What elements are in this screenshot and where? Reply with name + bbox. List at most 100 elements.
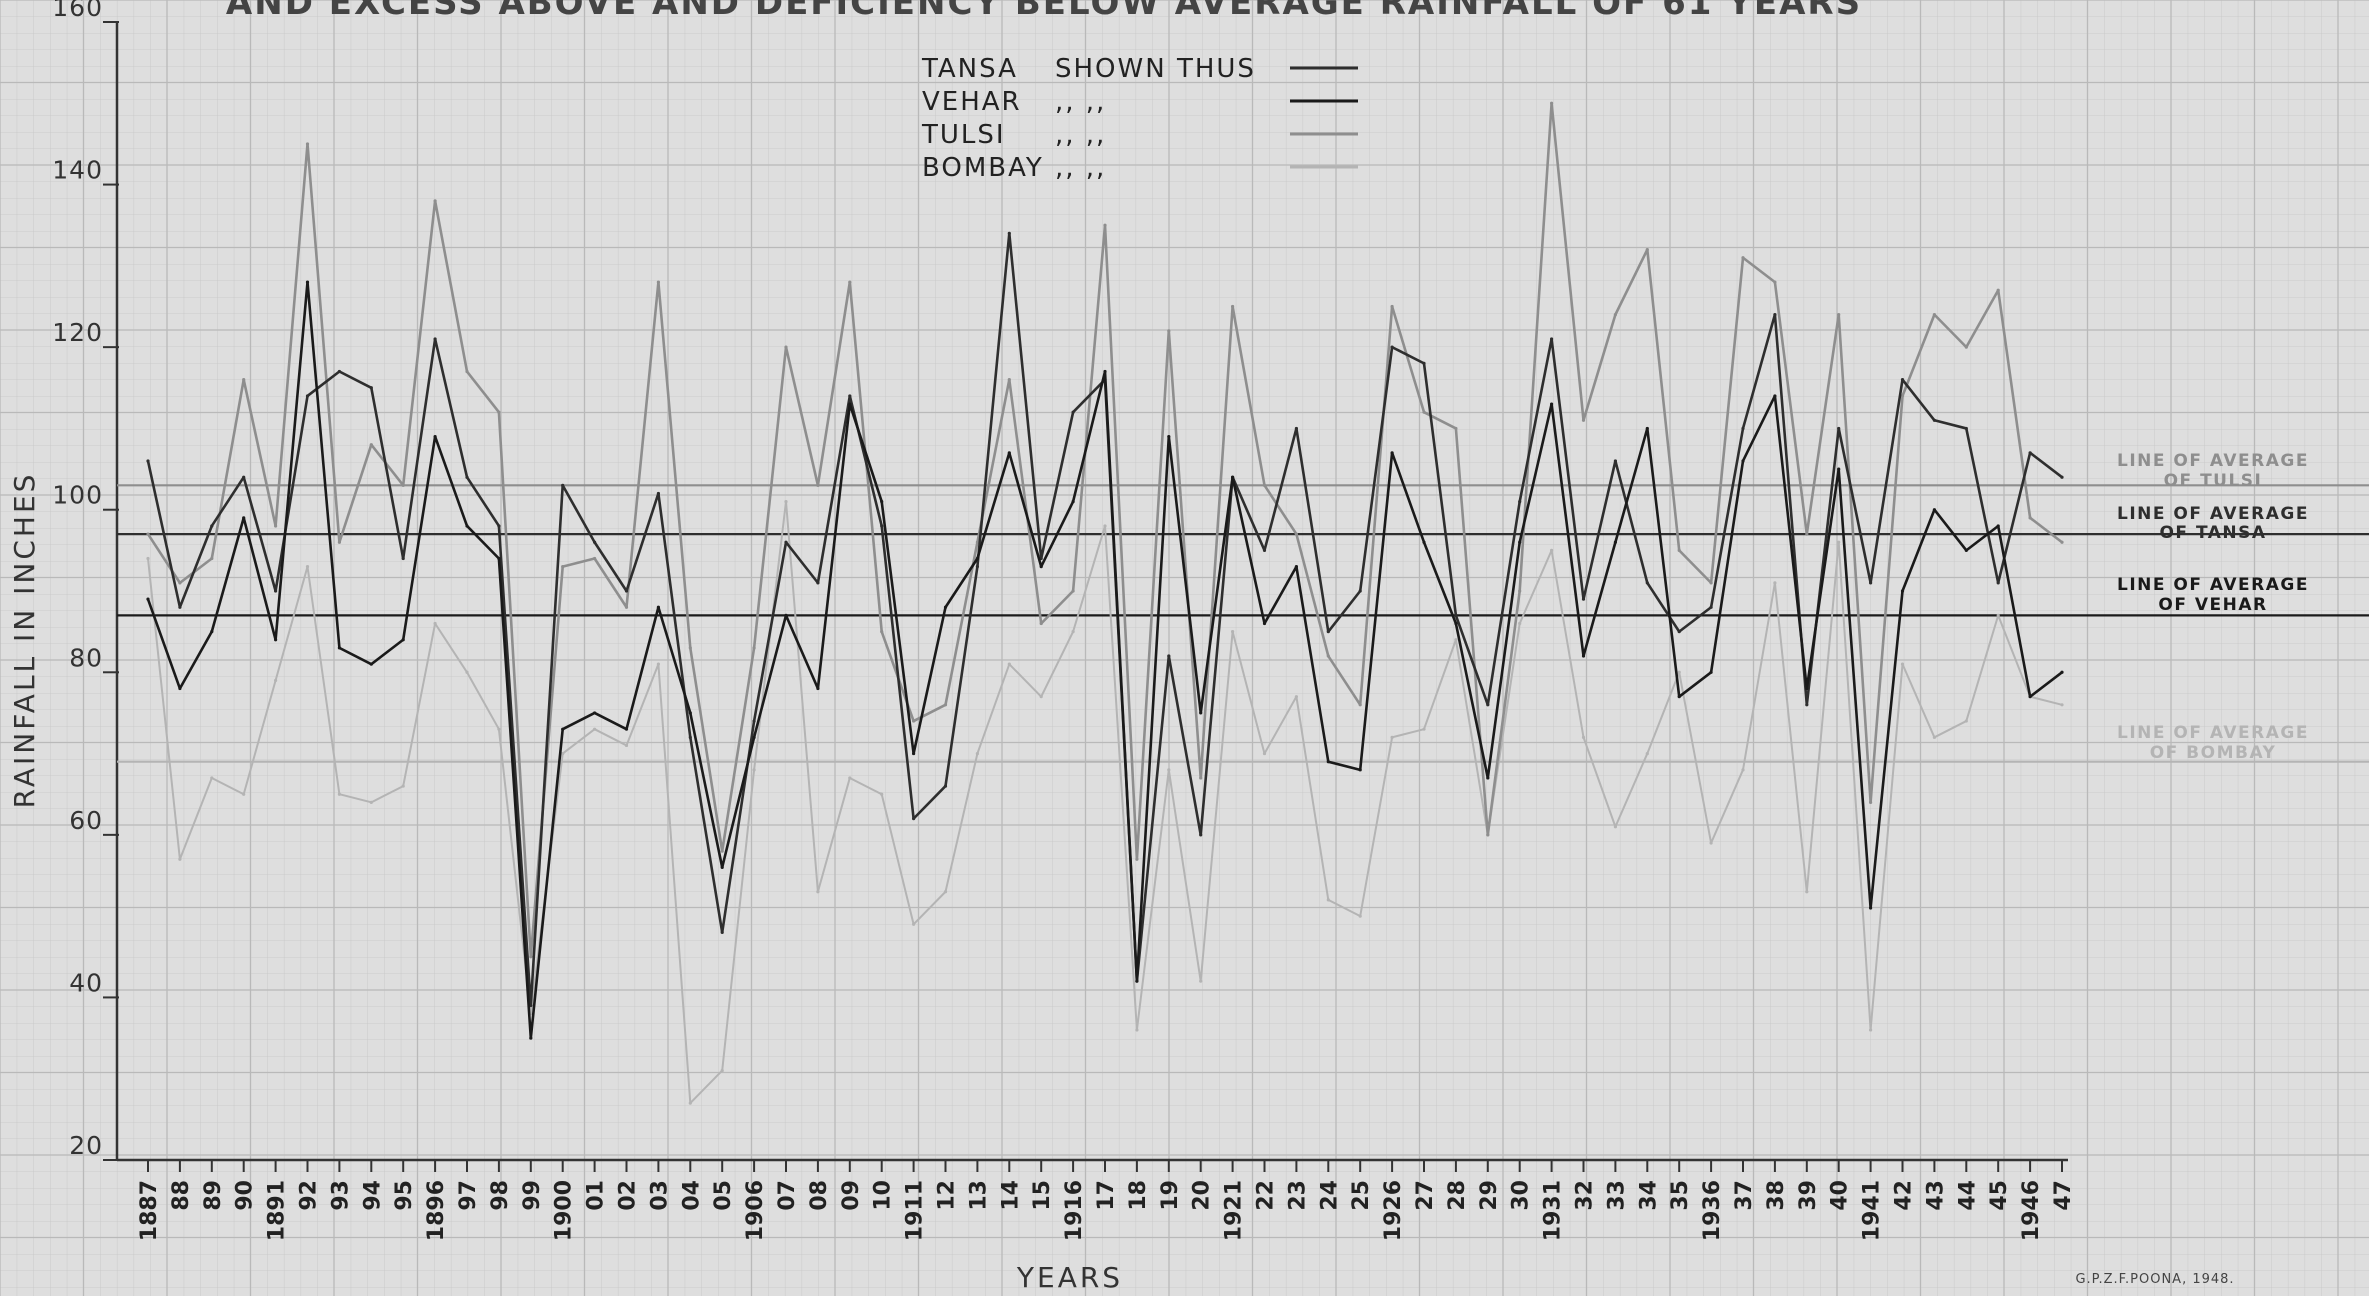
data-point-tansa xyxy=(656,491,661,496)
data-point-tulsi xyxy=(880,630,884,634)
x-tick-label: 1926 xyxy=(1381,1180,1406,1241)
data-point-tulsi xyxy=(1039,621,1043,626)
data-point-vehar xyxy=(1709,670,1713,674)
data-point-bombay xyxy=(784,499,788,504)
data-point-vehar xyxy=(1199,711,1203,715)
data-point-tansa xyxy=(1741,426,1745,431)
data-point-tansa xyxy=(1964,426,1968,431)
data-point-bombay xyxy=(1645,751,1649,756)
data-point-tansa xyxy=(752,719,756,723)
data-point-tulsi xyxy=(465,369,469,374)
data-point-bombay xyxy=(274,678,278,683)
data-point-tulsi xyxy=(1837,313,1841,317)
data-point-tulsi xyxy=(656,280,661,284)
x-tick-label: 15 xyxy=(1030,1180,1055,1211)
data-point-bombay xyxy=(624,743,629,748)
data-point-bombay xyxy=(1550,548,1554,552)
data-point-tansa xyxy=(178,605,182,609)
data-point-vehar xyxy=(497,556,501,561)
data-point-vehar xyxy=(1007,451,1011,455)
data-point-tansa xyxy=(2028,451,2032,455)
data-point-bombay xyxy=(1837,540,1841,544)
data-point-tansa xyxy=(816,581,820,585)
data-point-tansa xyxy=(1645,581,1649,585)
data-point-vehar xyxy=(369,662,373,666)
average-label-bombay: OF BOMBAY xyxy=(2150,743,2277,763)
data-point-vehar xyxy=(242,516,246,520)
y-tick-label: 40 xyxy=(69,968,103,997)
x-tick-label: 02 xyxy=(616,1180,641,1211)
data-point-tulsi xyxy=(2060,540,2064,544)
data-point-tansa xyxy=(1932,418,1936,422)
data-point-bombay xyxy=(401,784,405,788)
data-point-bombay xyxy=(1773,581,1777,585)
x-tick-label: 42 xyxy=(1892,1180,1917,1211)
data-point-tulsi xyxy=(561,565,565,569)
data-point-tulsi xyxy=(274,524,278,528)
chart-title: AND EXCESS ABOVE AND DEFICIENCY BELOW AV… xyxy=(226,0,1862,23)
data-point-vehar xyxy=(688,711,692,715)
data-point-tansa xyxy=(1262,548,1267,552)
data-point-tansa xyxy=(593,540,597,544)
x-tick-label: 47 xyxy=(2051,1180,2076,1211)
x-tick-label: 88 xyxy=(169,1180,194,1211)
legend-suffix: ,, ,, xyxy=(1055,153,1106,183)
data-point-tulsi xyxy=(369,443,373,447)
data-point-vehar xyxy=(1677,695,1681,699)
data-point-vehar xyxy=(1964,548,1968,552)
data-point-bombay xyxy=(1294,695,1298,699)
x-tick-label: 44 xyxy=(1955,1180,1980,1211)
data-point-tansa xyxy=(848,394,852,398)
data-point-bombay xyxy=(1581,735,1586,739)
average-label-vehar: OF VEHAR xyxy=(2158,595,2267,615)
data-point-tulsi xyxy=(1167,329,1171,333)
data-point-vehar xyxy=(880,499,884,504)
data-point-tansa xyxy=(1709,605,1713,609)
data-point-vehar xyxy=(1071,499,1075,504)
legend-label-tulsi: TULSI xyxy=(921,120,1006,150)
data-point-vehar xyxy=(912,751,916,756)
data-point-tulsi xyxy=(1550,101,1554,105)
legend-label-bombay: BOMBAY xyxy=(922,153,1044,183)
x-tick-label: 14 xyxy=(998,1180,1023,1211)
data-point-tulsi xyxy=(178,581,182,585)
y-axis-title: RAINFALL IN INCHES xyxy=(8,472,41,809)
data-point-bombay xyxy=(497,727,501,731)
data-point-bombay xyxy=(752,768,756,772)
data-point-bombay xyxy=(848,776,852,780)
data-point-tulsi xyxy=(816,483,820,487)
data-point-tulsi xyxy=(1390,304,1394,309)
x-tick-label: 30 xyxy=(1509,1180,1534,1211)
x-tick-label: 95 xyxy=(392,1180,417,1211)
x-tick-label: 1931 xyxy=(1541,1180,1566,1241)
data-point-bombay xyxy=(2060,703,2064,707)
x-tick-label: 94 xyxy=(360,1180,385,1211)
x-tick-label: 40 xyxy=(1828,1180,1853,1211)
data-point-tulsi xyxy=(1007,378,1011,382)
data-point-tansa xyxy=(1358,589,1362,593)
data-point-bombay xyxy=(1613,825,1617,829)
data-point-tansa xyxy=(1805,703,1809,707)
data-point-tansa xyxy=(210,524,214,528)
x-tick-label: 25 xyxy=(1349,1180,1374,1211)
y-ticks: 20 40 60 80 100 120 140 160 xyxy=(52,0,119,1161)
data-point-vehar xyxy=(1581,654,1586,658)
data-point-tansa xyxy=(274,589,278,593)
data-point-tansa xyxy=(1900,378,1905,382)
credit-text: G.P.Z.F.POONA, 1948. xyxy=(2075,1272,2234,1287)
data-point-vehar xyxy=(943,605,948,609)
data-point-bombay xyxy=(912,922,916,926)
data-point-tansa xyxy=(561,483,565,487)
data-point-vehar xyxy=(274,638,278,642)
data-point-tulsi xyxy=(784,345,788,349)
data-point-bombay xyxy=(210,776,214,780)
x-tick-label: 13 xyxy=(966,1180,991,1211)
average-label-tulsi: OF TULSI xyxy=(2164,471,2263,491)
data-point-bombay xyxy=(816,890,820,894)
average-label-tulsi: LINE OF AVERAGE xyxy=(2117,451,2309,471)
data-point-bombay xyxy=(975,751,980,756)
data-point-vehar xyxy=(465,524,469,528)
x-tick-label: 33 xyxy=(1604,1180,1629,1211)
data-point-vehar xyxy=(1358,768,1362,772)
